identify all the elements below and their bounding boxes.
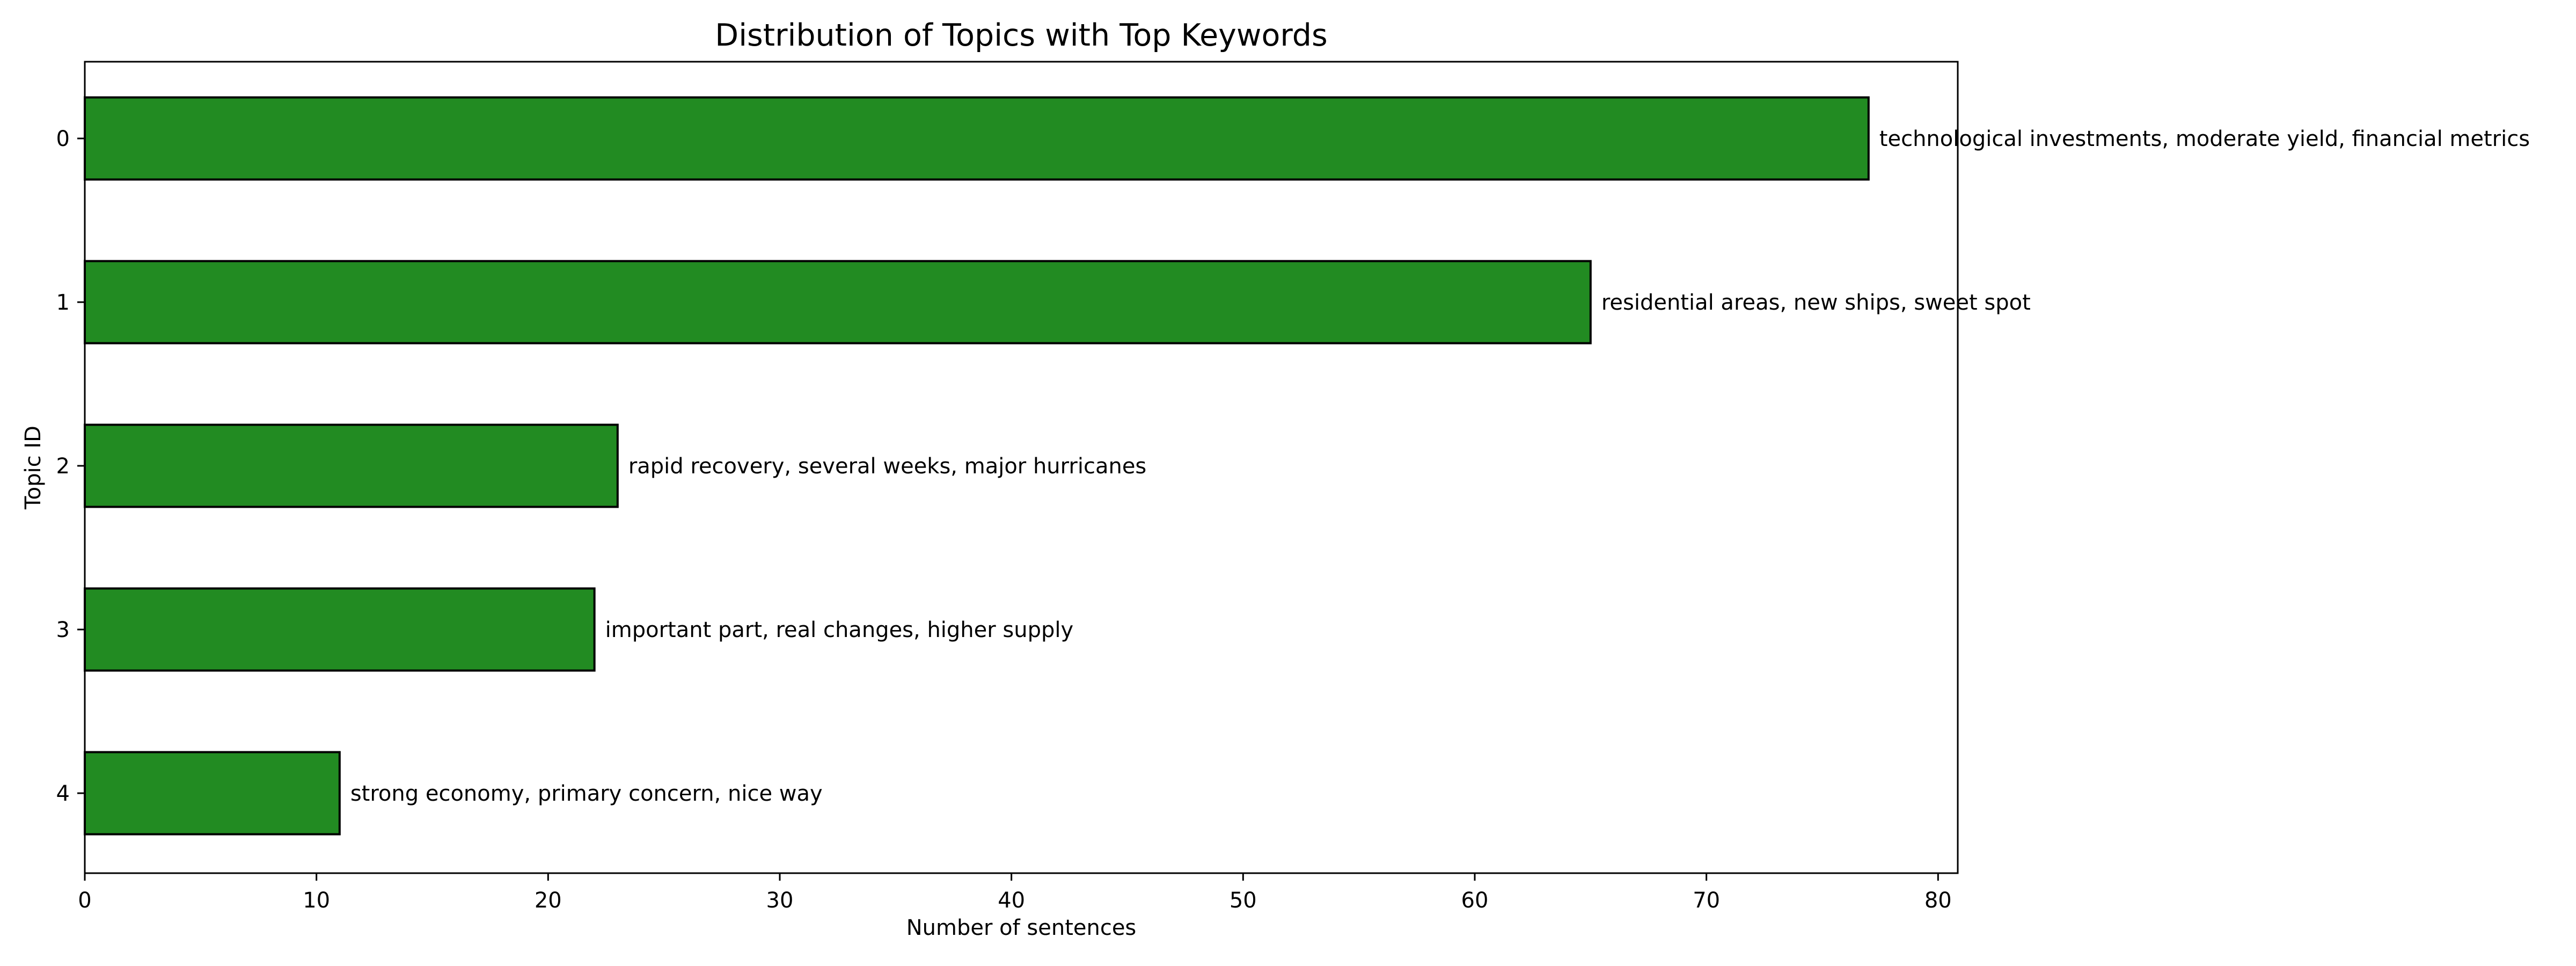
data-labels-group: technological investments, moderate yiel… bbox=[350, 127, 2530, 806]
x-tick-label: 40 bbox=[998, 888, 1025, 913]
bar-label-topic-1: residential areas, new ships, sweet spot bbox=[1601, 290, 2031, 315]
y-axis: 0 1 2 3 4 bbox=[56, 127, 85, 806]
x-tick-label: 70 bbox=[1693, 888, 1720, 913]
bar-topic-3 bbox=[84, 587, 596, 672]
x-axis: 0 10 20 30 40 50 60 70 80 bbox=[78, 873, 1952, 913]
bar-topic-4 bbox=[84, 751, 341, 836]
x-tick-label: 60 bbox=[1461, 888, 1489, 913]
bars-group bbox=[84, 96, 1870, 836]
x-tick-label: 0 bbox=[78, 888, 91, 913]
y-tick-label: 4 bbox=[56, 781, 70, 806]
plot-frame bbox=[84, 61, 1959, 874]
bar-label-topic-2: rapid recovery, several weeks, major hur… bbox=[628, 454, 1146, 479]
bar-topic-2 bbox=[84, 423, 619, 508]
x-tick-label: 20 bbox=[535, 888, 562, 913]
y-tick-label: 1 bbox=[56, 290, 70, 315]
bar-topic-0 bbox=[84, 96, 1870, 181]
y-tick-label: 3 bbox=[56, 618, 70, 642]
bar-label-topic-0: technological investments, moderate yiel… bbox=[1879, 127, 2530, 151]
x-tick-label: 30 bbox=[766, 888, 794, 913]
x-axis-label: Number of sentences bbox=[906, 916, 1137, 940]
x-tick-label: 80 bbox=[1924, 888, 1952, 913]
y-tick-label: 2 bbox=[56, 454, 70, 479]
x-tick-label: 10 bbox=[303, 888, 330, 913]
bar-label-topic-3: important part, real changes, higher sup… bbox=[605, 618, 1074, 642]
y-axis-label: Topic ID bbox=[21, 426, 46, 510]
bar-label-topic-4: strong economy, primary concern, nice wa… bbox=[350, 781, 823, 806]
bar-topic-1 bbox=[84, 260, 1592, 345]
x-tick-label: 50 bbox=[1230, 888, 1257, 913]
y-tick-label: 0 bbox=[56, 127, 70, 151]
chart-title: Distribution of Topics with Top Keywords bbox=[715, 18, 1327, 53]
